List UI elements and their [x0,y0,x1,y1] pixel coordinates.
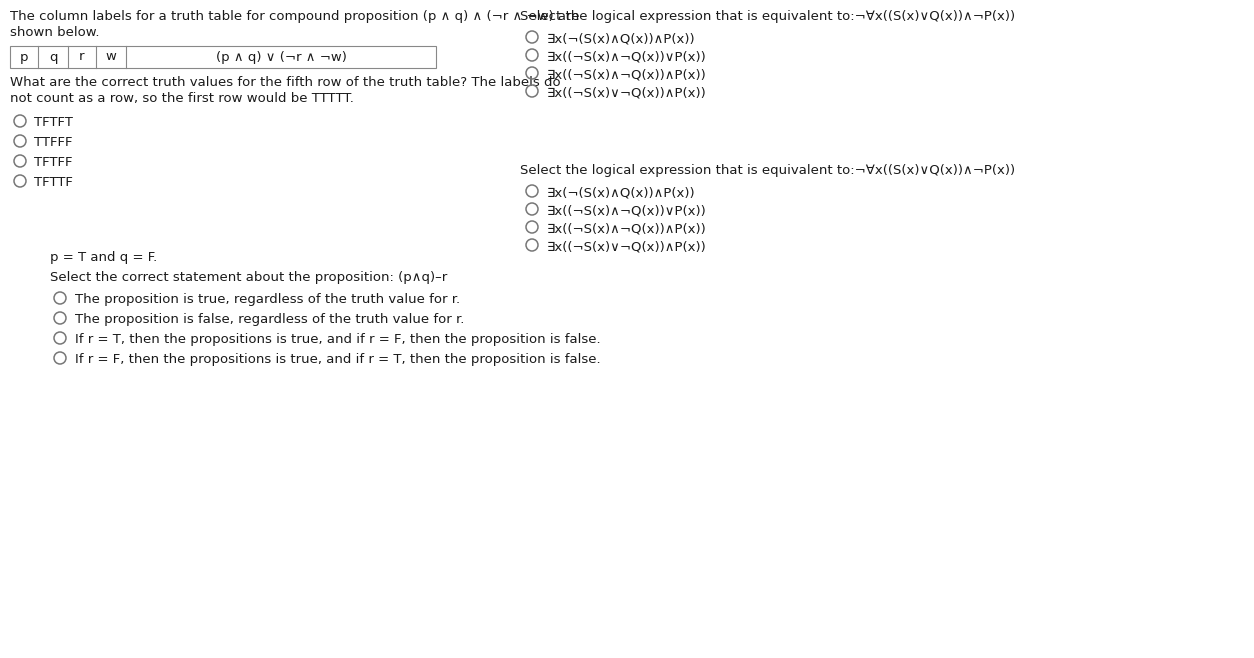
Text: ∃x((¬S(x)∨¬Q(x))∧P(x)): ∃x((¬S(x)∨¬Q(x))∧P(x)) [547,86,707,99]
Text: not count as a row, so the first row would be TTTTT.: not count as a row, so the first row wou… [10,92,354,105]
Text: shown below.: shown below. [10,26,99,39]
Text: TFTTF: TFTTF [34,176,73,189]
Text: ∃x((¬S(x)∨¬Q(x))∧P(x)): ∃x((¬S(x)∨¬Q(x))∧P(x)) [547,240,707,253]
Text: Select the logical expression that is equivalent to:¬∀x((S(x)∨Q(x))∧¬P(x)): Select the logical expression that is eq… [520,164,1016,177]
Text: TTFFF: TTFFF [34,136,73,149]
Text: (p ∧ q) ∨ (¬r ∧ ¬w): (p ∧ q) ∨ (¬r ∧ ¬w) [216,51,346,64]
Text: If r = T, then the propositions is true, and if r = F, then the proposition is f: If r = T, then the propositions is true,… [75,333,601,346]
Text: w: w [105,51,117,64]
Text: Select the logical expression that is equivalent to:¬∀x((S(x)∨Q(x))∧¬P(x)): Select the logical expression that is eq… [520,10,1016,23]
Text: ∃x(¬(S(x)∧Q(x))∧P(x)): ∃x(¬(S(x)∧Q(x))∧P(x)) [547,186,696,199]
Text: ∃x((¬S(x)∧¬Q(x))∨P(x)): ∃x((¬S(x)∧¬Q(x))∨P(x)) [547,50,707,63]
Text: ∃x((¬S(x)∧¬Q(x))∧P(x)): ∃x((¬S(x)∧¬Q(x))∧P(x)) [547,222,707,235]
Text: ∃x(¬(S(x)∧Q(x))∧P(x)): ∃x(¬(S(x)∧Q(x))∧P(x)) [547,32,696,45]
Text: The column labels for a truth table for compound proposition (p ∧ q) ∧ (¬r ∧ ¬w): The column labels for a truth table for … [10,10,579,23]
Text: The proposition is true, regardless of the truth value for r.: The proposition is true, regardless of t… [75,293,460,306]
Text: p = T and q = F.: p = T and q = F. [50,251,157,264]
Text: If r = F, then the propositions is true, and if r = T, then the proposition is f: If r = F, then the propositions is true,… [75,353,601,366]
Text: TFTFT: TFTFT [34,116,73,129]
Text: p: p [20,51,29,64]
Text: ∃x((¬S(x)∧¬Q(x))∧P(x)): ∃x((¬S(x)∧¬Q(x))∧P(x)) [547,68,707,81]
Text: Select the correct statement about the proposition: (p∧q)–r: Select the correct statement about the p… [50,271,448,284]
Text: The proposition is false, regardless of the truth value for r.: The proposition is false, regardless of … [75,313,464,326]
Text: ∃x((¬S(x)∧¬Q(x))∨P(x)): ∃x((¬S(x)∧¬Q(x))∨P(x)) [547,204,707,217]
Text: q: q [49,51,58,64]
Text: r: r [79,51,85,64]
Bar [10,46,436,68]
Text: What are the correct truth values for the fifth row of the truth table? The labe: What are the correct truth values for th… [10,76,561,89]
Text: TFTFF: TFTFF [34,156,73,169]
